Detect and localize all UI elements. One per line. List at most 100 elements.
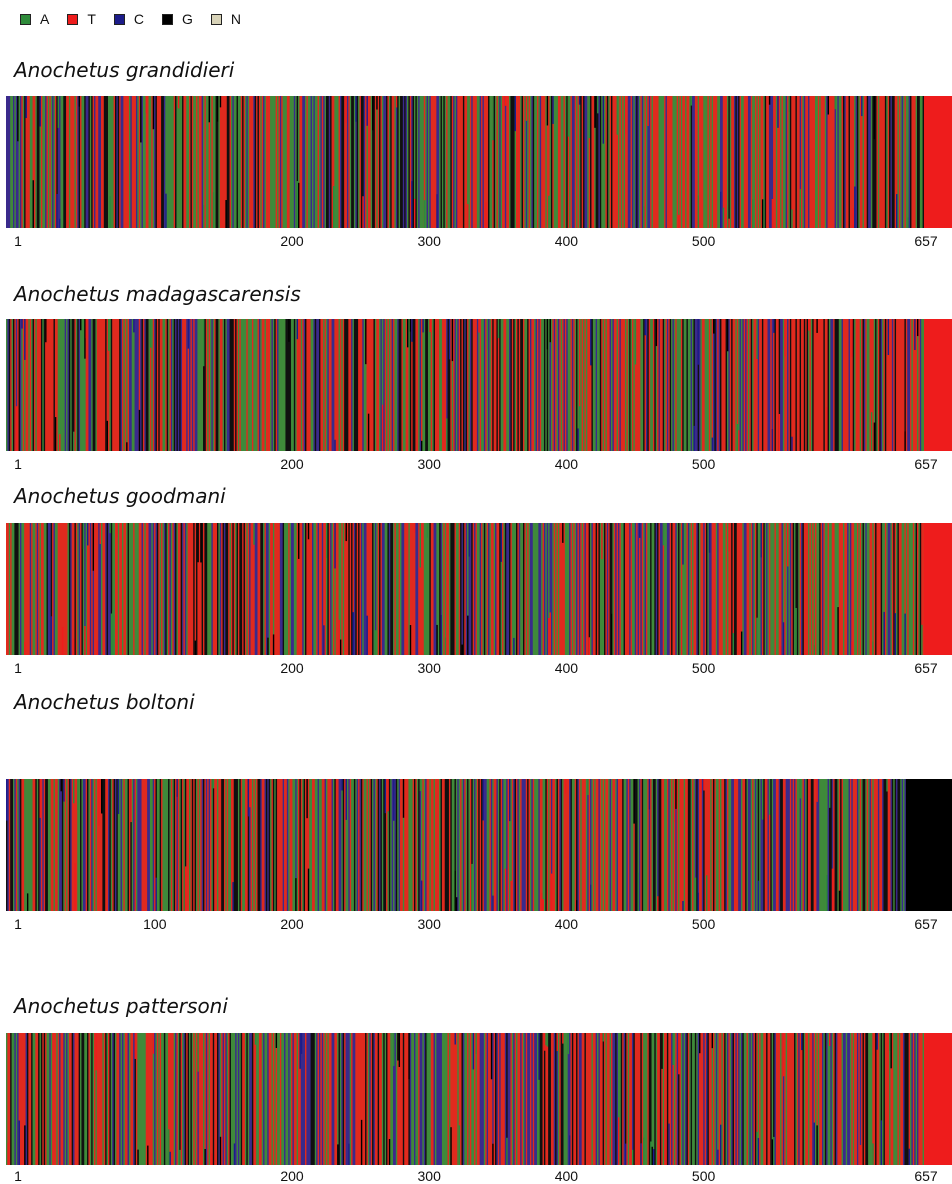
base-column [175, 523, 177, 655]
base-column [854, 779, 856, 911]
base-variant-segment [109, 523, 112, 534]
base-column [261, 523, 264, 655]
base-column [538, 319, 541, 451]
base-column [352, 1033, 355, 1165]
base-variant-segment [216, 96, 219, 122]
base-column [496, 1033, 499, 1165]
base-column [903, 523, 905, 655]
base-column [415, 779, 418, 911]
base-column [478, 523, 481, 655]
base-column [457, 779, 460, 911]
base-column [332, 1033, 335, 1165]
base-column [123, 1033, 126, 1165]
base-column [534, 319, 536, 451]
base-column [302, 779, 304, 911]
base-column [854, 1033, 856, 1165]
base-column [210, 319, 212, 451]
base-column [820, 96, 823, 228]
base-column [834, 319, 837, 451]
base-column [467, 523, 469, 655]
base-column [534, 1033, 536, 1165]
base-column [391, 1033, 394, 1165]
base-column [738, 779, 740, 911]
base-column [476, 96, 479, 228]
base-column [92, 96, 95, 228]
base-column [812, 319, 814, 451]
base-column [130, 1033, 133, 1165]
base-column [427, 1033, 430, 1165]
base-column [799, 779, 802, 911]
base-column [795, 96, 798, 228]
base-column [112, 1033, 114, 1165]
base-column [461, 96, 464, 228]
base-column [356, 96, 359, 228]
base-column [497, 319, 500, 451]
base-column [486, 96, 489, 228]
base-column [249, 96, 251, 228]
base-column [250, 1033, 253, 1165]
base-column [710, 96, 712, 228]
base-column [429, 523, 432, 655]
base-column [495, 319, 497, 451]
base-column [124, 779, 127, 911]
base-column [838, 523, 841, 655]
base-column [465, 96, 468, 228]
base-column [520, 319, 522, 451]
base-column [907, 96, 909, 228]
base-column [682, 96, 685, 228]
base-column [542, 1033, 545, 1165]
base-column [573, 319, 576, 451]
base-column [690, 779, 693, 911]
base-variant-segment [655, 319, 658, 347]
base-column [314, 96, 317, 228]
base-variant-segment [345, 523, 348, 542]
base-column [898, 96, 901, 228]
base-column [605, 523, 608, 655]
base-column [412, 523, 415, 655]
base-column [870, 96, 873, 228]
base-column [223, 523, 226, 655]
base-variant-segment [490, 1033, 493, 1080]
base-column [102, 779, 105, 911]
base-variant-segment [112, 610, 114, 655]
base-column [91, 523, 93, 655]
base-column [612, 96, 615, 228]
base-column [869, 523, 872, 655]
base-column [521, 319, 524, 451]
base-column [685, 779, 687, 911]
base-column [176, 779, 179, 911]
base-column [785, 96, 788, 228]
base-column [469, 523, 472, 655]
base-column [7, 319, 10, 451]
base-column [39, 523, 42, 655]
base-column [671, 319, 673, 451]
sequence-barcode [6, 523, 952, 655]
base-column [578, 1033, 581, 1165]
base-column [645, 523, 648, 655]
base-column [831, 319, 834, 451]
base-variant-segment [726, 319, 729, 352]
base-column [179, 96, 182, 228]
base-column [198, 779, 201, 911]
base-column [103, 319, 106, 451]
base-variant-segment [816, 779, 819, 802]
base-column [152, 1033, 155, 1165]
base-variant-segment [588, 96, 591, 139]
base-variant-segment [63, 779, 66, 802]
base-column [210, 1033, 212, 1165]
base-column [35, 1033, 38, 1165]
base-column [870, 319, 873, 451]
sequence-tail-block [924, 1033, 952, 1165]
base-column [499, 779, 501, 911]
base-variant-segment [602, 1033, 605, 1042]
base-variant-segment [760, 523, 763, 558]
base-column [655, 96, 658, 228]
base-column [595, 1033, 598, 1165]
base-column [8, 319, 11, 451]
base-column [880, 1033, 883, 1165]
base-column [380, 96, 383, 228]
base-column [770, 96, 773, 228]
base-column [854, 96, 856, 228]
base-column [806, 319, 809, 451]
base-column [367, 1033, 370, 1165]
